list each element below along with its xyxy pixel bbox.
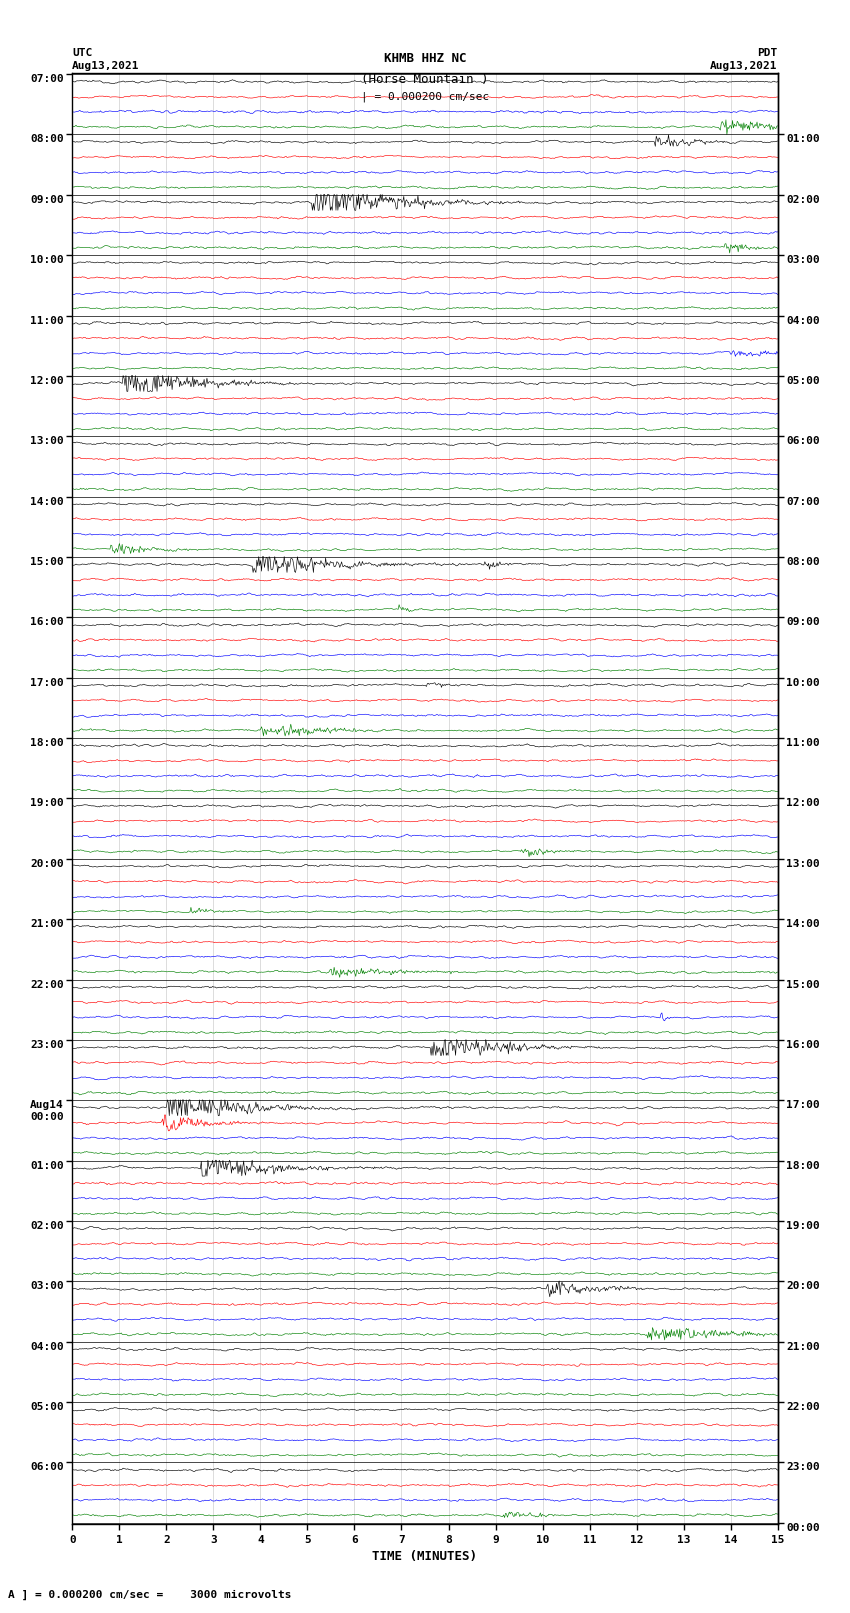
Text: KHMB HHZ NC: KHMB HHZ NC	[383, 52, 467, 65]
Text: Aug13,2021: Aug13,2021	[72, 61, 139, 71]
Text: Aug13,2021: Aug13,2021	[711, 61, 778, 71]
Text: (Horse Mountain ): (Horse Mountain )	[361, 73, 489, 85]
Text: UTC: UTC	[72, 48, 93, 58]
Text: A ] = 0.000200 cm/sec =    3000 microvolts: A ] = 0.000200 cm/sec = 3000 microvolts	[8, 1590, 292, 1600]
X-axis label: TIME (MINUTES): TIME (MINUTES)	[372, 1550, 478, 1563]
Text: PDT: PDT	[757, 48, 778, 58]
Text: | = 0.000200 cm/sec: | = 0.000200 cm/sec	[361, 92, 489, 103]
